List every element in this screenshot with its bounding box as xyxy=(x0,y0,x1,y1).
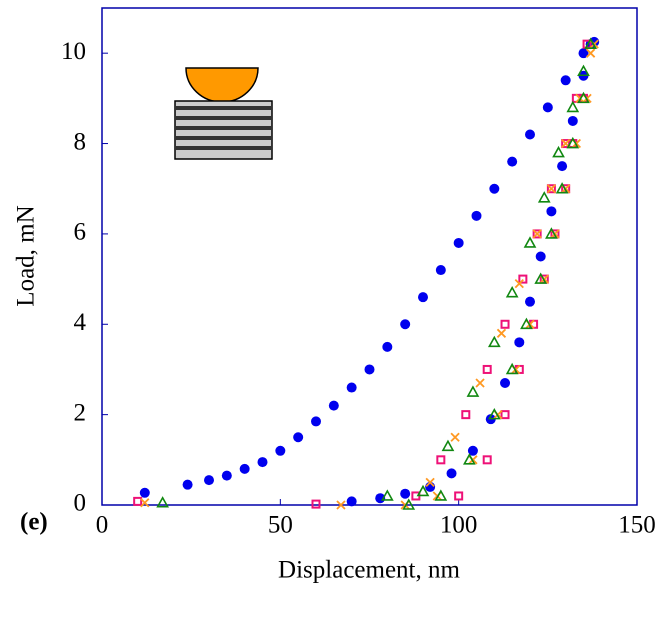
point xyxy=(505,362,519,375)
point xyxy=(467,445,478,456)
point xyxy=(555,182,569,194)
point xyxy=(434,489,448,501)
point xyxy=(133,496,143,506)
point xyxy=(567,115,578,126)
x-tick-label: 100 xyxy=(440,512,478,539)
point xyxy=(140,498,150,508)
point xyxy=(156,496,169,508)
point xyxy=(346,382,357,393)
point xyxy=(535,251,546,262)
point xyxy=(532,229,542,239)
point xyxy=(546,206,557,217)
point xyxy=(311,416,321,427)
point xyxy=(534,272,548,284)
point xyxy=(221,470,232,481)
point xyxy=(577,64,590,77)
point xyxy=(436,455,446,465)
point xyxy=(139,487,150,498)
point xyxy=(487,335,501,348)
point xyxy=(463,453,476,465)
plot-frame xyxy=(101,7,638,506)
point xyxy=(400,488,411,499)
point xyxy=(182,479,193,490)
point xyxy=(489,183,500,194)
point xyxy=(537,191,551,203)
point xyxy=(380,489,394,501)
x-tick-label: 50 xyxy=(268,512,293,539)
point xyxy=(545,227,558,239)
x-tick-label: 0 xyxy=(96,512,109,539)
point xyxy=(400,319,411,330)
y-tick-label: 0 xyxy=(74,490,87,517)
point xyxy=(507,156,518,167)
point xyxy=(418,292,428,303)
y-tick-label: 10 xyxy=(61,38,86,65)
point xyxy=(523,236,537,248)
point xyxy=(584,37,597,49)
point xyxy=(560,75,571,86)
point xyxy=(461,410,471,420)
point xyxy=(257,457,268,468)
point xyxy=(471,210,482,221)
y-tick-label: 4 xyxy=(74,309,87,336)
point xyxy=(402,498,416,510)
point xyxy=(500,319,510,329)
point xyxy=(578,48,589,59)
point xyxy=(482,364,492,374)
point xyxy=(239,463,250,474)
point xyxy=(450,432,460,442)
point xyxy=(441,439,455,452)
point xyxy=(435,265,446,276)
point xyxy=(487,407,501,420)
point xyxy=(566,136,580,149)
point xyxy=(425,477,435,488)
point xyxy=(552,145,565,158)
point xyxy=(514,278,524,289)
point xyxy=(454,491,464,501)
point xyxy=(416,484,430,497)
point xyxy=(557,161,568,172)
point xyxy=(532,229,542,239)
point xyxy=(204,475,214,486)
point xyxy=(446,468,457,479)
point xyxy=(311,499,321,509)
point xyxy=(346,496,357,507)
point xyxy=(514,337,525,348)
point xyxy=(585,48,596,58)
panel-label: (e) xyxy=(20,509,48,536)
point xyxy=(542,102,553,113)
point xyxy=(466,385,480,397)
point xyxy=(364,364,375,375)
y-axis-title: Load, mN xyxy=(13,205,40,306)
point xyxy=(577,91,590,104)
y-tick-label: 8 xyxy=(74,128,87,155)
point xyxy=(518,274,528,284)
point xyxy=(475,378,485,388)
point xyxy=(505,285,519,298)
point xyxy=(336,500,346,510)
point xyxy=(546,184,557,194)
inset-icon xyxy=(174,67,273,160)
point xyxy=(520,317,533,330)
point xyxy=(453,237,464,248)
point xyxy=(293,432,304,443)
point xyxy=(482,455,492,465)
x-axis-title: Displacement, nm xyxy=(278,557,460,584)
point xyxy=(328,400,339,411)
point xyxy=(566,100,580,113)
point xyxy=(496,328,507,338)
point xyxy=(500,410,510,420)
point xyxy=(525,296,535,307)
y-tick-label: 2 xyxy=(74,399,87,426)
point xyxy=(525,129,535,140)
x-tick-label: 150 xyxy=(618,512,656,539)
point xyxy=(382,341,393,352)
point xyxy=(546,184,556,194)
y-tick-label: 6 xyxy=(74,219,87,246)
point xyxy=(275,445,286,456)
point xyxy=(500,378,511,389)
